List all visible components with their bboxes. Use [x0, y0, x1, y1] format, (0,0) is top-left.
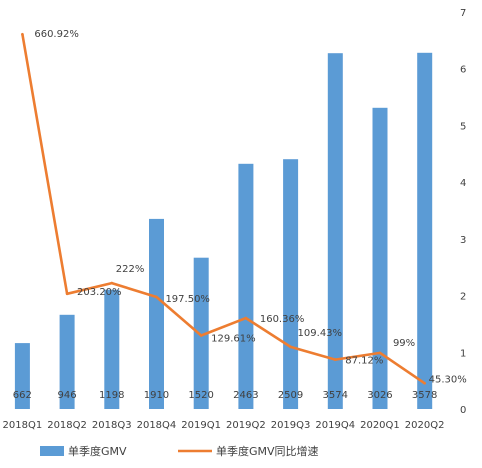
- bar-2020Q2: [417, 52, 433, 410]
- x-tick-2020Q2: 2020Q2: [405, 420, 445, 431]
- bar-label-2019Q1: 1520: [188, 390, 213, 401]
- line-point-2020Q1: [378, 351, 382, 355]
- bar-2018Q2: [59, 314, 75, 409]
- line-point-2018Q2: [65, 292, 69, 296]
- bar-label-2020Q1: 3026: [367, 390, 392, 401]
- y-right-tick-2: 2: [460, 292, 466, 303]
- bar-2018Q4: [149, 218, 164, 409]
- legend-label-line: 单季度GMV同比增速: [216, 444, 319, 458]
- y-right-tick-7: 7: [460, 8, 466, 19]
- bar-2020Q1: [372, 107, 388, 410]
- line-point-2019Q3: [289, 345, 292, 349]
- legend-label-bar: 单季度GMV: [68, 444, 127, 458]
- line-point-2019Q2: [244, 316, 248, 320]
- bar-label-2019Q2: 2463: [233, 390, 258, 401]
- bar-label-2019Q3: 2509: [278, 390, 303, 401]
- x-tick-2019Q2: 2019Q2: [226, 420, 266, 431]
- line-label-2018Q1: 660.92%: [34, 29, 79, 40]
- line-point-2020Q2: [423, 382, 427, 385]
- x-tick-2018Q3: 2018Q3: [92, 420, 132, 431]
- x-tick-2018Q2: 2018Q2: [47, 420, 87, 431]
- bar-2018Q3: [104, 289, 120, 409]
- line-point-2018Q4: [155, 295, 158, 299]
- bar-2019Q4: [327, 53, 343, 409]
- line-label-2019Q1: 129.61%: [211, 333, 256, 344]
- bar-2018Q1: [14, 343, 30, 409]
- bar-label-2018Q2: 946: [58, 390, 77, 401]
- y-right-tick-5: 5: [460, 121, 466, 132]
- line-point-2019Q4: [334, 358, 337, 361]
- line-label-2019Q3: 109.43%: [298, 328, 343, 339]
- line-label-2019Q4: 87.12%: [345, 356, 383, 367]
- bar-2019Q3: [283, 159, 299, 409]
- line-label-2019Q2: 160.36%: [260, 314, 305, 325]
- x-tick-2019Q4: 2019Q4: [315, 420, 355, 431]
- line-point-2018Q3: [110, 281, 114, 285]
- bar-label-2020Q2: 3578: [412, 390, 437, 401]
- bar-label-2018Q4: 1910: [144, 390, 169, 401]
- bar-2019Q2: [238, 163, 254, 409]
- y-right-tick-3: 3: [460, 235, 466, 246]
- line-label-2018Q2: 203.20%: [77, 287, 122, 298]
- y-right-tick-1: 1: [460, 348, 466, 359]
- x-tick-2019Q3: 2019Q3: [271, 420, 311, 431]
- x-tick-2018Q4: 2018Q4: [137, 420, 177, 431]
- y-right-tick-0: 0: [460, 405, 466, 416]
- bar-2019Q1: [193, 257, 209, 409]
- x-tick-2019Q1: 2019Q1: [181, 420, 221, 431]
- y-right-tick-6: 6: [460, 65, 466, 76]
- line-point-2019Q1: [199, 334, 203, 337]
- x-tick-2018Q1: 2018Q1: [3, 420, 43, 431]
- line-label-2020Q2: 45.30%: [429, 374, 467, 385]
- line-series: [21, 33, 426, 385]
- legend-swatch-bar: [40, 446, 64, 456]
- line-label-2018Q4: 197.50%: [165, 294, 210, 305]
- bar-label-2018Q3: 1198: [99, 390, 124, 401]
- line-label-2018Q3: 222%: [116, 264, 145, 275]
- bar-label-2018Q1: 662: [13, 390, 32, 401]
- bar-label-2019Q4: 3574: [323, 390, 348, 401]
- line-label-2020Q1: 99%: [393, 338, 415, 349]
- line-point-2018Q1: [21, 32, 24, 36]
- x-tick-2020Q1: 2020Q1: [360, 420, 400, 431]
- y-right-tick-4: 4: [460, 178, 466, 189]
